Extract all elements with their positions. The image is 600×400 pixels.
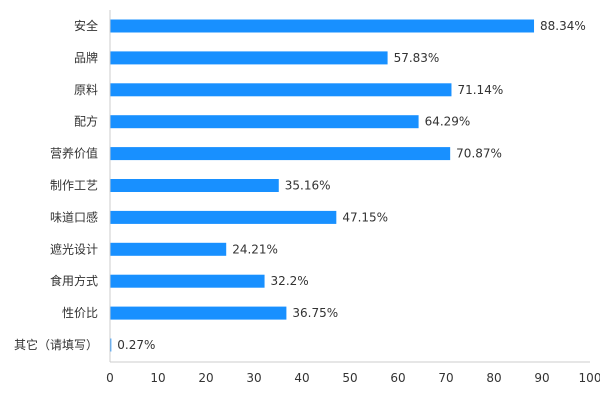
bar [110,19,535,33]
bar [110,51,388,65]
value-label: 47.15% [342,210,388,224]
value-label: 0.27% [117,338,155,352]
bar [110,274,265,288]
x-axis-ticks: 0 10 20 30 40 50 60 70 80 90 100 [106,371,600,385]
value-label: 70.87% [456,147,502,161]
value-label: 36.75% [292,306,338,320]
category-label: 营养价值 [50,146,98,161]
x-tick-label: 60 [390,371,405,385]
category-label: 性价比 [62,306,98,320]
category-label: 品牌 [74,51,98,65]
x-tick-label: 70 [438,371,453,385]
value-label: 24.21% [232,242,278,256]
bar [110,210,337,224]
category-label: 食用方式 [50,273,98,288]
bar [110,306,287,320]
category-label: 制作工艺 [50,179,98,193]
category-label: 安全 [74,18,98,33]
x-tick-label: 90 [534,371,549,385]
category-label: 味道口感 [50,209,98,224]
x-tick-label: 20 [198,371,213,385]
bars-group [110,19,535,352]
x-tick-label: 100 [579,371,600,385]
bar [110,179,279,192]
x-tick-label: 30 [246,371,261,385]
x-tick-label: 0 [106,371,114,385]
bar [110,83,452,97]
value-label: 35.16% [285,179,331,193]
x-tick-label: 10 [150,371,165,385]
value-label: 32.2% [271,274,309,288]
value-label: 71.14% [457,83,503,97]
bar [110,338,112,352]
value-label: 88.34% [540,19,586,33]
value-label: 57.83% [394,51,440,65]
x-tick-label: 40 [294,371,309,385]
value-labels: 88.34% 57.83% 71.14% 64.29% 70.87% 35.16% 47.1… [117,19,586,352]
bar [110,147,451,161]
value-label: 64.29% [425,115,471,129]
x-tick-label: 50 [342,371,357,385]
x-tick-label: 80 [486,371,501,385]
category-label: 遮光设计 [50,241,98,256]
bar [110,242,227,256]
category-label: 其它（请填写） [14,337,98,352]
category-label: 原料 [74,83,98,97]
category-label: 配方 [74,114,98,129]
bar [110,115,419,129]
